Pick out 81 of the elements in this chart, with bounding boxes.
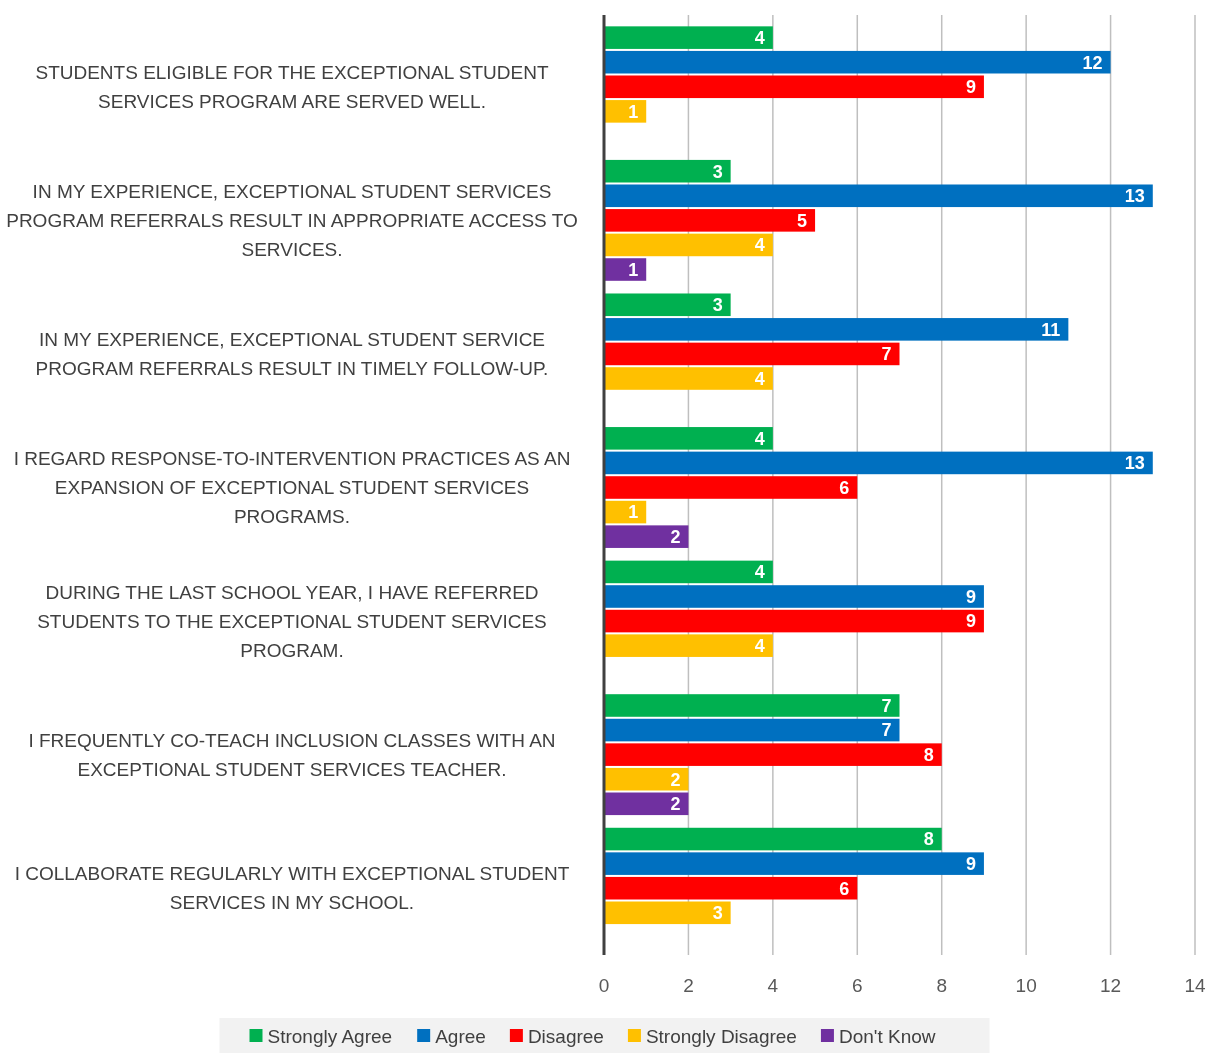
data-label: 7 [881, 695, 892, 716]
data-label: 7 [881, 344, 892, 365]
bar [604, 525, 689, 548]
data-label: 3 [712, 161, 723, 182]
bar [604, 50, 1111, 74]
data-label: 6 [839, 477, 850, 498]
bar [604, 342, 900, 366]
data-label: 1 [628, 259, 639, 280]
data-label: 4 [754, 562, 765, 583]
y-tick-label: I COLLABORATE REGULARLY WITH EXCEPTIONAL STUDENT SERVICES IN MY SCHOOL. [14, 863, 570, 914]
data-label: 9 [965, 611, 976, 632]
bar [604, 427, 773, 450]
data-label: 3 [712, 295, 723, 316]
data-label: 4 [754, 235, 765, 256]
x-tick-label: 6 [852, 975, 863, 996]
data-label: 3 [712, 903, 723, 924]
bar [604, 852, 984, 875]
bar [604, 560, 773, 584]
data-label: 6 [839, 878, 850, 899]
x-tick-label: 2 [683, 975, 694, 996]
legend-label: Don't Know [838, 1025, 936, 1047]
bar [604, 634, 773, 657]
bar [604, 694, 900, 717]
data-label: 4 [754, 428, 765, 449]
bar [604, 26, 773, 49]
x-tick-label: 8 [936, 975, 947, 996]
data-label: 9 [965, 586, 976, 607]
data-label: 2 [670, 769, 681, 790]
bar [604, 100, 647, 123]
data-label: 4 [754, 635, 765, 656]
legend-label: Strongly Disagree [645, 1025, 797, 1047]
y-tick-label: I FREQUENTLY CO-TEACH INCLUSION CLASSES WITH AN EXCEPTIONAL STUDENT SERVICES TEACHER. [28, 729, 556, 780]
data-label: 2 [670, 526, 681, 547]
bar [604, 718, 900, 742]
y-tick-label: IN MY EXPERIENCE, EXCEPTIONAL STUDENT SERVICES PROGRAM REFERRALS RESULT IN APPROPRIATE ACCESS TO SERVICES. [6, 181, 578, 261]
bar [604, 209, 816, 232]
data-label: 4 [754, 27, 765, 48]
bar [604, 792, 689, 816]
bar [604, 451, 1153, 475]
bar [604, 293, 731, 317]
y-tick-label: STUDENTS ELIGIBLE FOR THE EXCEPTIONAL STUDENT SERVICES PROGRAM ARE SERVED WELL. [35, 61, 549, 112]
x-tick-label: 14 [1184, 975, 1206, 996]
data-label: 12 [1082, 52, 1103, 73]
bar [604, 767, 689, 791]
bar [604, 159, 731, 183]
x-tick-label: 12 [1100, 975, 1122, 996]
x-tick-label: 10 [1015, 975, 1037, 996]
bar [604, 75, 984, 99]
bar [604, 233, 773, 257]
bar [604, 743, 942, 766]
data-label: 7 [881, 720, 892, 741]
bar [604, 585, 984, 608]
bar [604, 827, 942, 851]
bar [604, 318, 1069, 341]
data-label: 11 [1041, 319, 1061, 340]
x-tick-label: 0 [598, 975, 610, 996]
data-label: 4 [754, 368, 765, 389]
y-tick-label: I REGARD RESPONSE-TO-INTERVENTION PRACTICES AS AN EXPANSION OF EXCEPTIONAL STUDENT SERVICES PROGRAMS. [13, 448, 571, 528]
data-label: 1 [628, 502, 639, 523]
bar [604, 901, 731, 925]
data-label: 8 [923, 829, 934, 850]
bar [604, 184, 1153, 208]
bar [604, 609, 984, 633]
legend-label: Agree [435, 1025, 486, 1047]
data-label: 5 [797, 210, 808, 231]
bar [604, 476, 858, 499]
x-tick-label: 4 [767, 975, 779, 996]
data-label: 8 [923, 744, 934, 765]
legend-label: Disagree [527, 1025, 604, 1047]
bar [604, 258, 647, 281]
data-label: 9 [965, 77, 976, 98]
bar [604, 367, 773, 390]
data-label: 13 [1124, 186, 1145, 207]
data-label: 1 [628, 101, 639, 122]
data-label: 13 [1124, 453, 1145, 474]
data-label: 2 [670, 794, 681, 815]
data-label: 9 [965, 853, 976, 874]
legend-label: Strongly Agree [267, 1025, 393, 1047]
bar [604, 876, 858, 900]
y-tick-label: DURING THE LAST SCHOOL YEAR, I HAVE REFERRED STUDENTS TO THE EXCEPTIONAL STUDENT SERVICES PROGRAM. [37, 581, 547, 661]
y-tick-label: IN MY EXPERIENCE, EXCEPTIONAL STUDENT SERVICE PROGRAM REFERRALS RESULT IN TIMELY FOLLOW-UP. [35, 329, 549, 380]
